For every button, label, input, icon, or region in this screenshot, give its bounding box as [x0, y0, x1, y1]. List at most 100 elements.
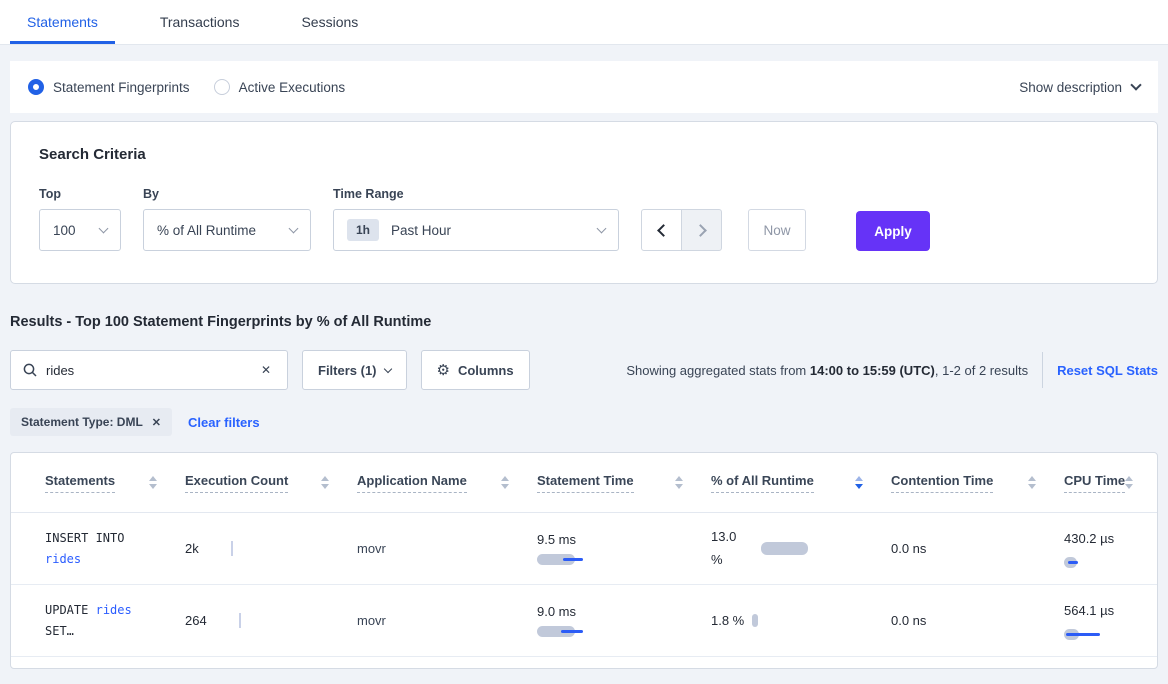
sql-text: UPDATE — [45, 602, 89, 617]
statement-link[interactable]: rides — [45, 551, 82, 566]
clear-search-icon[interactable]: ✕ — [260, 363, 271, 377]
tab-statements[interactable]: Statements — [10, 0, 115, 44]
time-next-button[interactable] — [681, 209, 722, 251]
execution-count-cell: 2k — [185, 541, 357, 556]
radio-label: Active Executions — [238, 79, 346, 95]
radio-statement-fingerprints[interactable]: Statement Fingerprints — [28, 79, 190, 95]
top-field: Top 100 — [39, 187, 121, 251]
execution-count-cell: 264 — [185, 613, 357, 628]
active-filters-row: Statement Type: DML ✕ Clear filters — [10, 408, 1158, 436]
sort-icon — [321, 476, 329, 489]
column-header-cpu-time[interactable]: CPU Time — [1064, 473, 1161, 493]
statement-fingerprint-cell: INSERT INTO rides — [45, 528, 185, 570]
show-description-toggle[interactable]: Show description — [1019, 79, 1142, 95]
chevron-down-icon — [288, 223, 299, 234]
runtime-pct-value: 1.8 % — [711, 613, 745, 628]
filter-chip-label: Statement Type: DML — [21, 415, 143, 429]
filter-chip-statement-type[interactable]: Statement Type: DML ✕ — [10, 408, 173, 436]
time-range-value: Past Hour — [391, 222, 452, 238]
column-header-statements[interactable]: Statements — [45, 473, 185, 493]
statement-time-value: 9.0 ms — [537, 603, 577, 619]
apply-button[interactable]: Apply — [856, 211, 930, 251]
cpu-time-bar — [1064, 628, 1124, 641]
column-header-application-name[interactable]: Application Name — [357, 473, 537, 493]
column-header-runtime-pct[interactable]: % of All Runtime — [711, 473, 891, 493]
column-header-statement-time[interactable]: Statement Time — [537, 473, 711, 493]
stats-time-range: 14:00 to 15:59 (UTC) — [809, 362, 935, 378]
filters-button[interactable]: Filters (1) — [302, 350, 407, 390]
chevron-down-icon — [1130, 79, 1142, 91]
sort-icon — [501, 476, 509, 489]
statement-time-bar — [537, 625, 711, 638]
time-nav-group — [641, 209, 722, 251]
now-button[interactable]: Now — [748, 209, 806, 251]
radio-active-executions[interactable]: Active Executions — [213, 79, 346, 95]
runtime-pct-cell: 13.0 % — [711, 526, 891, 570]
results-heading: Results - Top 100 Statement Fingerprints… — [10, 314, 432, 330]
by-field: By % of All Runtime — [143, 187, 311, 251]
statement-search-box[interactable]: ✕ — [10, 350, 288, 390]
chevron-down-icon — [98, 223, 109, 234]
remove-filter-icon[interactable]: ✕ — [151, 416, 162, 429]
tab-sessions[interactable]: Sessions — [301, 14, 359, 30]
sql-text: INSERT INTO — [45, 530, 125, 545]
stats-prefix: Showing aggregated stats from — [626, 362, 810, 378]
statements-table-card: Statements Execution Count Application N… — [10, 452, 1158, 669]
stats-suffix: , 1-2 of 2 results — [934, 362, 1029, 378]
sort-icon-active-desc — [855, 476, 863, 489]
runtime-pct-bar — [752, 614, 759, 627]
show-description-label: Show description — [1019, 79, 1122, 95]
top-select[interactable]: 100 — [39, 209, 121, 251]
table-row: INSERT INTO rides 2k movr 9.5 ms 13.0 % … — [11, 513, 1157, 585]
tab-transactions[interactable]: Transactions — [159, 14, 240, 30]
filters-button-label: Filters (1) — [318, 362, 377, 378]
chevron-down-icon — [383, 364, 392, 374]
statement-fingerprint-cell: UPDATE rides SET… — [45, 600, 185, 642]
cpu-time-bar — [1064, 556, 1124, 569]
application-name-cell: movr — [357, 541, 386, 556]
view-toggle-band: Statement Fingerprints Active Executions… — [10, 61, 1158, 113]
column-header-execution-count[interactable]: Execution Count — [185, 473, 357, 493]
execution-count-bar — [238, 613, 241, 628]
statement-time-cell: 9.0 ms — [537, 604, 711, 638]
chevron-right-icon — [693, 223, 707, 237]
time-range-current: 1h Past Hour — [347, 219, 451, 241]
top-select-value: 100 — [53, 222, 76, 238]
sort-icon — [675, 476, 683, 489]
search-icon — [23, 363, 37, 377]
clear-filters-link[interactable]: Clear filters — [188, 414, 260, 430]
chevron-down-icon — [596, 223, 607, 234]
statement-time-cell: 9.5 ms — [537, 532, 711, 566]
toolbar-divider — [1042, 352, 1044, 388]
search-criteria-title: Search Criteria — [39, 146, 146, 163]
by-select[interactable]: % of All Runtime — [143, 209, 311, 251]
columns-button[interactable]: ⚙ Columns — [420, 350, 530, 390]
statement-link[interactable]: rides — [95, 602, 132, 617]
sort-icon — [1125, 476, 1134, 489]
sort-icon — [1028, 476, 1036, 489]
sql-text: SET… — [45, 623, 74, 638]
radio-selected-icon — [28, 79, 44, 95]
time-prev-button[interactable] — [641, 209, 682, 251]
search-criteria-controls: Top 100 By % of All Runtime Time Range 1… — [39, 187, 1129, 251]
column-header-contention-time[interactable]: Contention Time — [891, 473, 1064, 493]
cpu-time-value: 430.2 µs — [1064, 531, 1115, 547]
search-criteria-card: Search Criteria Top 100 By % of All Runt… — [10, 121, 1158, 284]
sql-activity-tabbar: Statements Transactions Sessions — [0, 0, 1168, 45]
execution-count-bar — [230, 541, 233, 556]
reset-sql-stats-link[interactable]: Reset SQL Stats — [1057, 362, 1158, 378]
time-range-label: Time Range — [333, 187, 404, 201]
search-input[interactable] — [46, 362, 257, 378]
cpu-time-cell: 430.2 µs — [1064, 528, 1124, 568]
contention-time-cell: 0.0 ns — [891, 541, 927, 556]
results-toolbar: ✕ Filters (1) ⚙ Columns Showing aggregat… — [10, 350, 1158, 390]
gear-icon: ⚙ — [436, 362, 450, 379]
top-label: Top — [39, 187, 61, 201]
time-range-select[interactable]: 1h Past Hour — [333, 209, 619, 251]
cpu-time-cell: 564.1 µs — [1064, 600, 1124, 640]
radio-label: Statement Fingerprints — [53, 79, 190, 95]
cpu-time-value: 564.1 µs — [1064, 603, 1115, 619]
radio-unselected-icon — [213, 79, 230, 95]
columns-button-label: Columns — [457, 362, 514, 378]
by-label: By — [143, 187, 159, 201]
